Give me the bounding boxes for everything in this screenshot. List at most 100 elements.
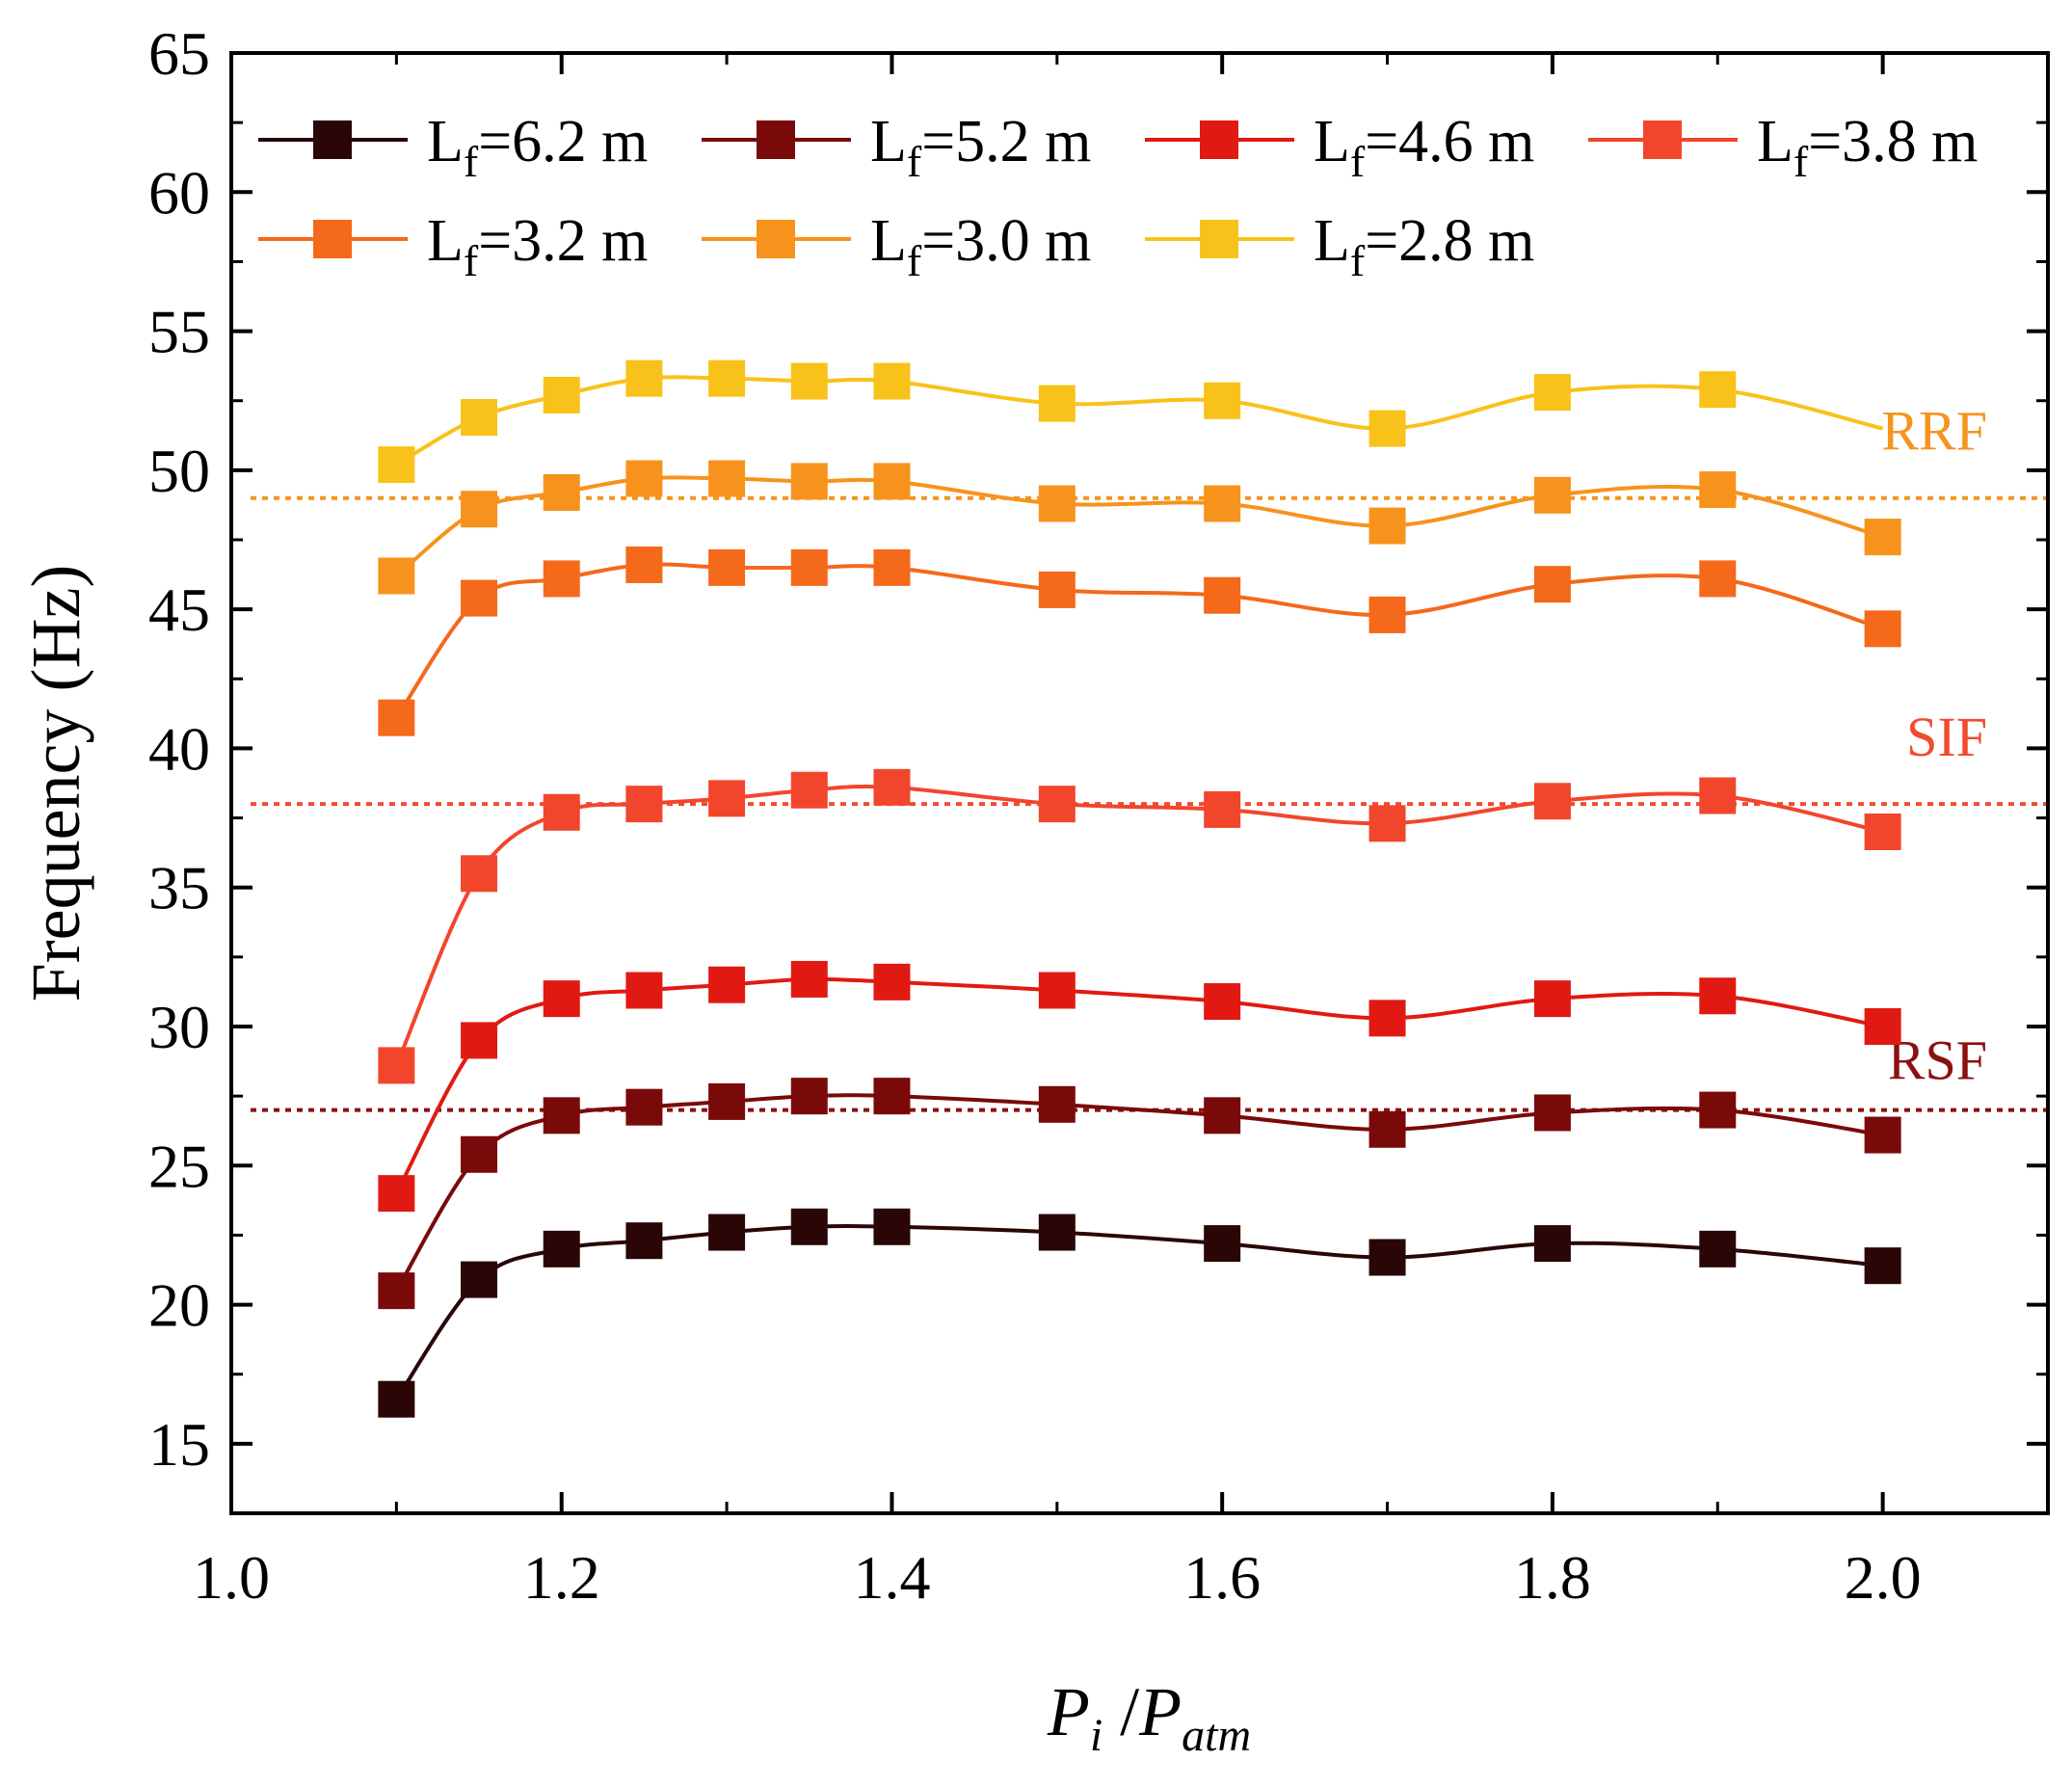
y-tick-label: 35 bbox=[148, 854, 210, 922]
series-line bbox=[395, 375, 1884, 467]
data-point bbox=[1368, 507, 1406, 545]
data-point bbox=[543, 1230, 580, 1268]
data-point bbox=[873, 362, 911, 400]
data-point bbox=[1368, 1110, 1406, 1148]
series-5 bbox=[378, 546, 1901, 736]
legend-label-sub: f bbox=[464, 137, 479, 186]
data-point bbox=[790, 771, 828, 809]
legend-label-main: L bbox=[870, 109, 907, 174]
legend-swatch-marker bbox=[313, 120, 352, 159]
legend-label: Lf=6.2 m bbox=[427, 109, 648, 186]
data-point bbox=[1864, 814, 1901, 850]
data-point bbox=[543, 980, 580, 1018]
series-group bbox=[378, 360, 1901, 1418]
data-point bbox=[1864, 1247, 1901, 1285]
y-axis-title: Frequency (Hz) bbox=[17, 565, 94, 1002]
legend-label-rest: =2.8 m bbox=[1365, 208, 1534, 274]
data-point bbox=[1204, 1225, 1241, 1263]
y-tick-label: 50 bbox=[148, 437, 210, 505]
data-point bbox=[1204, 576, 1241, 614]
data-point bbox=[790, 960, 828, 998]
legend-label-sub: f bbox=[464, 236, 479, 285]
data-point bbox=[625, 546, 663, 583]
data-point bbox=[708, 548, 746, 586]
x-title-p1: P bbox=[1047, 1673, 1090, 1750]
legend-label: Lf=4.6 m bbox=[1314, 109, 1534, 186]
data-point bbox=[1533, 374, 1571, 412]
data-point bbox=[543, 1097, 580, 1134]
series-7 bbox=[378, 360, 1884, 484]
data-point bbox=[1204, 382, 1241, 419]
data-point bbox=[1533, 980, 1571, 1018]
data-point bbox=[790, 1078, 828, 1115]
legend-item: Lf=2.8 m bbox=[1145, 208, 1534, 285]
series-6 bbox=[378, 460, 1901, 595]
data-point bbox=[1533, 476, 1571, 514]
data-point bbox=[625, 786, 663, 823]
legend-item: Lf=3.8 m bbox=[1588, 109, 1978, 186]
series-4 bbox=[378, 768, 1901, 1084]
legend-label: Lf=3.8 m bbox=[1757, 109, 1978, 186]
data-point bbox=[543, 473, 580, 511]
data-point bbox=[543, 793, 580, 831]
reference-label-rsf: RSF bbox=[1888, 1029, 1987, 1092]
data-point bbox=[1204, 983, 1241, 1021]
legend-label-sub: f bbox=[1350, 236, 1366, 285]
x-title-sep: / bbox=[1102, 1673, 1139, 1750]
legend-label-rest: =3.2 m bbox=[478, 208, 648, 274]
legend-label: Lf=3.0 m bbox=[870, 208, 1091, 285]
data-point bbox=[378, 699, 415, 736]
y-tick-label: 30 bbox=[148, 993, 210, 1061]
legend-item: Lf=5.2 m bbox=[702, 109, 1091, 186]
data-point bbox=[625, 1088, 663, 1126]
data-point bbox=[790, 548, 828, 586]
x-axis-title: Pi /Patm bbox=[1047, 1673, 1251, 1761]
x-tick-label: 1.2 bbox=[523, 1543, 600, 1612]
legend-label: Lf=3.2 m bbox=[427, 208, 648, 285]
series-2 bbox=[378, 1078, 1901, 1310]
data-point bbox=[790, 362, 828, 400]
data-point bbox=[1038, 571, 1076, 608]
y-tick-label: 60 bbox=[148, 158, 210, 227]
data-point bbox=[1204, 485, 1241, 522]
legend-label-sub: f bbox=[1793, 137, 1809, 186]
data-point bbox=[1699, 977, 1737, 1015]
data-point bbox=[1038, 786, 1076, 823]
data-point bbox=[708, 360, 746, 397]
data-point bbox=[461, 399, 498, 437]
data-point bbox=[1038, 1214, 1076, 1251]
x-tick-label: 2.0 bbox=[1845, 1543, 1922, 1612]
reference-label-sif: SIF bbox=[1906, 706, 1987, 768]
data-point bbox=[1533, 1225, 1571, 1263]
plot-frame bbox=[229, 51, 2050, 1515]
data-point bbox=[873, 1208, 911, 1245]
x-title-sub-i: i bbox=[1090, 1710, 1102, 1761]
axis-ticks: 1.0 1.2 1.4 1.6 1.8 2.0 15 20 25 30 35 40 45 50 55 60 65 bbox=[148, 19, 2048, 1612]
legend-swatch-marker bbox=[313, 220, 352, 258]
x-tick-label: 1.0 bbox=[193, 1543, 270, 1612]
legend-label: Lf=5.2 m bbox=[870, 109, 1091, 186]
data-point bbox=[378, 557, 415, 595]
data-point bbox=[461, 1022, 498, 1059]
legend-label-main: L bbox=[1314, 208, 1350, 274]
y-tick-label: 15 bbox=[148, 1410, 210, 1479]
legend-swatch-marker bbox=[1643, 120, 1682, 159]
data-point bbox=[1533, 566, 1571, 603]
y-tick-label: 65 bbox=[148, 19, 210, 88]
data-point bbox=[461, 1261, 498, 1298]
data-point bbox=[1038, 972, 1076, 1009]
legend-label-main: L bbox=[870, 208, 907, 274]
data-point bbox=[1699, 471, 1737, 509]
legend-label-sub: f bbox=[907, 137, 922, 186]
x-tick-label: 1.4 bbox=[853, 1543, 930, 1612]
data-point bbox=[708, 1082, 746, 1120]
data-point bbox=[1368, 805, 1406, 842]
legend-label-rest: =3.8 m bbox=[1808, 109, 1978, 174]
data-point bbox=[1699, 371, 1737, 409]
data-point bbox=[378, 1047, 415, 1084]
data-point bbox=[625, 1222, 663, 1260]
legend-swatch-marker bbox=[1200, 220, 1238, 258]
data-point bbox=[1699, 777, 1737, 814]
data-point bbox=[1368, 410, 1406, 447]
